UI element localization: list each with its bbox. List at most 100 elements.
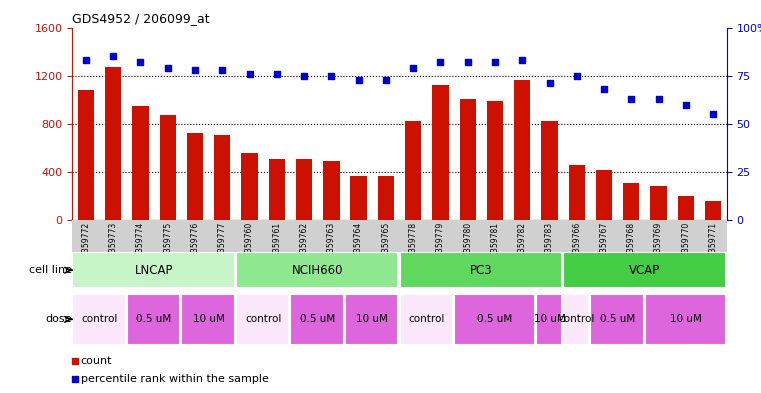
Bar (269, 159, 285, 220)
Point (707, 111, 719, 117)
Point (571, 72, 583, 79)
Point (435, 59, 447, 65)
Text: GSM1359772: GSM1359772 (81, 222, 91, 273)
Point (298, 72, 310, 79)
Text: GSM1359776: GSM1359776 (190, 222, 199, 273)
Point (135, 59, 147, 65)
Text: cell line: cell line (29, 265, 72, 275)
Point (516, 57, 528, 63)
Text: GSM1359760: GSM1359760 (245, 222, 254, 273)
Text: GSM1359762: GSM1359762 (300, 222, 308, 273)
Text: 10 uM: 10 uM (193, 314, 224, 324)
Bar (651, 186, 667, 220)
Bar (487, 101, 503, 220)
Text: percentile rank within the sample: percentile rank within the sample (81, 374, 269, 384)
Bar (514, 81, 530, 220)
Bar (563, 294, 589, 345)
Text: GSM1359777: GSM1359777 (218, 222, 227, 273)
Point (216, 67, 228, 73)
Text: GSM1359761: GSM1359761 (272, 222, 282, 273)
Point (380, 76, 392, 83)
Point (244, 71, 256, 77)
Text: GSM1359775: GSM1359775 (164, 222, 172, 273)
Bar (351, 176, 367, 220)
Bar (345, 294, 399, 345)
Text: count: count (81, 356, 112, 366)
Bar (377, 176, 394, 220)
Point (462, 59, 474, 65)
Point (271, 71, 283, 77)
Text: NCIH660: NCIH660 (292, 264, 343, 277)
Point (80, 57, 92, 63)
Bar (78, 90, 94, 220)
Text: control: control (409, 314, 445, 324)
Bar (105, 67, 122, 220)
Text: GSM1359764: GSM1359764 (354, 222, 363, 273)
Bar (563, 252, 726, 288)
Bar (181, 294, 235, 345)
Text: GDS4952 / 206099_at: GDS4952 / 206099_at (72, 12, 210, 25)
Text: GSM1359782: GSM1359782 (517, 222, 527, 273)
Bar (705, 201, 721, 220)
Text: GSM1359768: GSM1359768 (627, 222, 635, 273)
Bar (460, 99, 476, 220)
Point (598, 86, 610, 92)
Bar (323, 161, 339, 220)
Text: GSM1359771: GSM1359771 (708, 222, 718, 273)
Point (284, 109, 296, 115)
Text: GSM1359769: GSM1359769 (654, 222, 663, 273)
Bar (405, 121, 422, 220)
Point (680, 101, 692, 108)
Bar (568, 165, 585, 220)
Text: GSM1359765: GSM1359765 (381, 222, 390, 273)
Text: GSM1359767: GSM1359767 (600, 222, 609, 273)
Bar (541, 121, 558, 220)
Bar (236, 294, 289, 345)
Bar (591, 294, 644, 345)
Text: GSM1359780: GSM1359780 (463, 222, 472, 273)
Bar (187, 133, 203, 220)
Text: VCAP: VCAP (629, 264, 661, 277)
Text: dose: dose (45, 314, 72, 324)
Text: GSM1359781: GSM1359781 (491, 222, 499, 273)
Text: 0.5 uM: 0.5 uM (600, 314, 635, 324)
Text: 10 uM: 10 uM (533, 314, 565, 324)
Bar (132, 106, 148, 220)
Point (543, 80, 556, 86)
Bar (400, 294, 453, 345)
Bar (678, 196, 694, 220)
Bar (127, 294, 180, 345)
Point (407, 65, 419, 71)
Text: GSM1359770: GSM1359770 (681, 222, 690, 273)
Text: 0.5 uM: 0.5 uM (136, 314, 172, 324)
Bar (291, 294, 344, 345)
Point (626, 95, 638, 102)
Bar (72, 294, 126, 345)
Bar (214, 135, 231, 220)
Point (189, 67, 201, 73)
Bar (72, 252, 235, 288)
Text: GSM1359774: GSM1359774 (136, 222, 145, 273)
Text: control: control (245, 314, 282, 324)
Text: 0.5 uM: 0.5 uM (477, 314, 513, 324)
Point (161, 65, 174, 71)
Text: GSM1359783: GSM1359783 (545, 222, 554, 273)
Bar (623, 183, 639, 220)
Point (652, 95, 664, 102)
Text: PC3: PC3 (470, 264, 492, 277)
Text: 10 uM: 10 uM (356, 314, 388, 324)
Text: GSM1359766: GSM1359766 (572, 222, 581, 273)
Text: LNCAP: LNCAP (135, 264, 174, 277)
Bar (296, 159, 312, 220)
Point (107, 53, 119, 59)
Bar (454, 294, 535, 345)
Bar (596, 169, 613, 220)
Bar (236, 252, 399, 288)
Point (284, 277, 296, 283)
Point (489, 59, 501, 65)
Text: control: control (559, 314, 595, 324)
Bar (160, 116, 176, 220)
Text: 0.5 uM: 0.5 uM (300, 314, 336, 324)
Text: GSM1359779: GSM1359779 (436, 222, 445, 273)
Bar (645, 294, 726, 345)
